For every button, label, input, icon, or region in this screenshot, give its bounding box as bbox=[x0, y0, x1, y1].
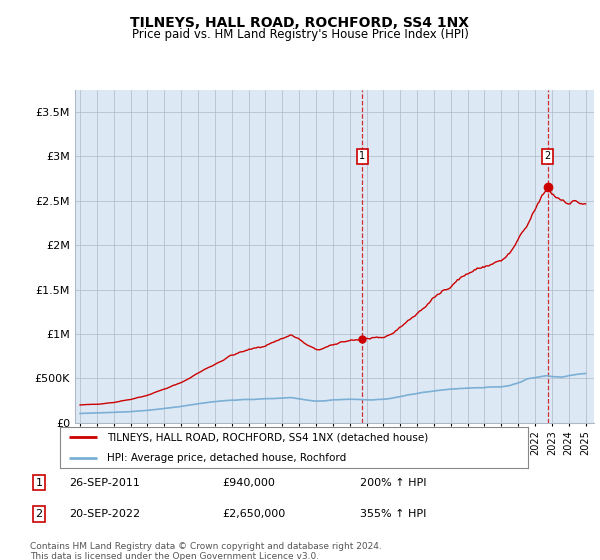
Text: 1: 1 bbox=[359, 151, 365, 161]
Text: Price paid vs. HM Land Registry's House Price Index (HPI): Price paid vs. HM Land Registry's House … bbox=[131, 28, 469, 41]
Text: TILNEYS, HALL ROAD, ROCHFORD, SS4 1NX (detached house): TILNEYS, HALL ROAD, ROCHFORD, SS4 1NX (d… bbox=[107, 432, 428, 442]
Text: 200% ↑ HPI: 200% ↑ HPI bbox=[360, 478, 427, 488]
Text: £940,000: £940,000 bbox=[222, 478, 275, 488]
Text: 2: 2 bbox=[545, 151, 551, 161]
Text: Contains HM Land Registry data © Crown copyright and database right 2024.
This d: Contains HM Land Registry data © Crown c… bbox=[30, 542, 382, 560]
Text: 20-SEP-2022: 20-SEP-2022 bbox=[69, 509, 140, 519]
Text: 355% ↑ HPI: 355% ↑ HPI bbox=[360, 509, 427, 519]
Text: TILNEYS, HALL ROAD, ROCHFORD, SS4 1NX: TILNEYS, HALL ROAD, ROCHFORD, SS4 1NX bbox=[131, 16, 470, 30]
Text: 2: 2 bbox=[35, 509, 43, 519]
Text: HPI: Average price, detached house, Rochford: HPI: Average price, detached house, Roch… bbox=[107, 452, 346, 463]
Text: 1: 1 bbox=[35, 478, 43, 488]
Text: 26-SEP-2011: 26-SEP-2011 bbox=[69, 478, 140, 488]
Text: £2,650,000: £2,650,000 bbox=[222, 509, 285, 519]
